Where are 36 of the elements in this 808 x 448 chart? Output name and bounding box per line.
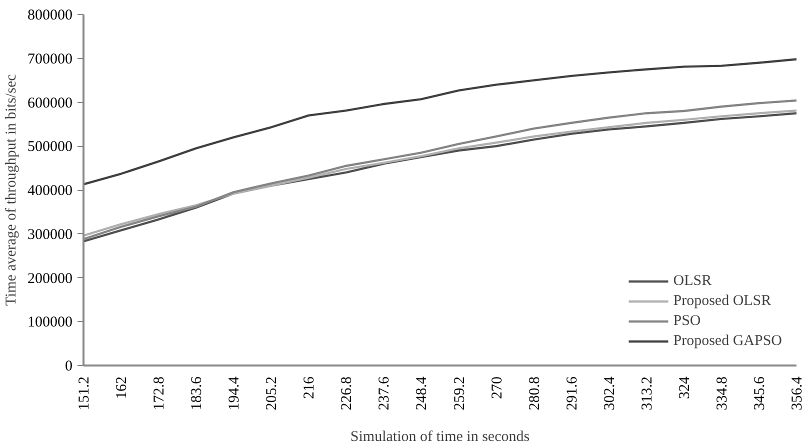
x-tick-label: 151.2 (76, 376, 92, 410)
x-tick-label: 205.2 (264, 376, 280, 410)
y-tick-label: 400000 (28, 183, 72, 199)
x-tick-label: 226.8 (339, 376, 356, 410)
y-tick-label: 300000 (28, 226, 72, 243)
x-tick-label: 280.8 (526, 376, 543, 410)
x-tick-label: 237.6 (376, 376, 393, 410)
legend-label: OLSR (673, 272, 712, 290)
x-tick-label: 356.4 (790, 376, 806, 410)
line-series (84, 58, 796, 186)
x-tick-label: 334.8 (714, 376, 730, 410)
y-tick-label: 500000 (28, 139, 72, 156)
x-tick-label: 345.6 (752, 376, 768, 410)
x-tick-label: 248.4 (414, 376, 430, 410)
x-tick-label: 216 (302, 376, 318, 399)
x-tick-label: 194.4 (226, 376, 243, 410)
x-tick-label: 291.6 (564, 376, 580, 410)
x-tick-label: 302.4 (602, 376, 618, 410)
legend-label: PSO (673, 312, 701, 330)
y-tick-label: 200000 (28, 270, 72, 287)
y-tick-label: 800000 (28, 8, 72, 24)
y-tick-label: 600000 (28, 95, 72, 112)
x-tick-label: 183.6 (189, 376, 206, 410)
y-tick-label: 0 (65, 358, 72, 374)
y-axis-title: Time average of throughput in bits/sec (4, 74, 20, 306)
x-tick-label: 172.8 (152, 376, 168, 410)
x-tick-label: 313.2 (639, 376, 656, 410)
y-tick-label: 100000 (28, 314, 72, 331)
legend-label: Proposed OLSR (673, 292, 772, 310)
x-tick-label: 270 (489, 376, 506, 399)
x-axis-title: Simulation of time in seconds (350, 429, 530, 446)
x-tick-label: 259.2 (452, 376, 468, 410)
x-tick-label: 324 (676, 376, 693, 399)
y-tick-label: 700000 (28, 51, 72, 68)
x-tick-label: 162 (114, 376, 130, 399)
legend-label: Proposed GAPSO (673, 332, 782, 350)
